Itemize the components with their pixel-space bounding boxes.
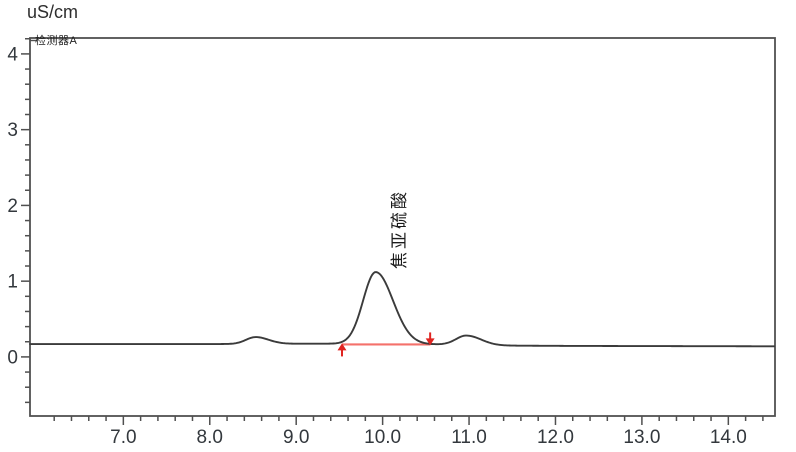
y-tick-label: 3 (7, 120, 18, 141)
x-tick-label: 9.0 (283, 427, 309, 448)
x-tick-label: 13.0 (623, 427, 660, 448)
peak-annotation-label: 焦亚硫酸 (389, 189, 409, 270)
integration-start-arrow-icon (337, 343, 347, 351)
integration-end-arrow-icon (425, 338, 435, 346)
y-tick-label: 4 (7, 44, 18, 65)
x-tick-label: 14.0 (710, 427, 747, 448)
y-tick-label: 1 (7, 272, 18, 293)
detector-label: 检测器A (35, 35, 78, 47)
x-tick-label: 10.0 (364, 427, 401, 448)
x-tick-label: 11.0 (451, 427, 487, 448)
y-tick-label: 0 (7, 347, 18, 368)
plot-border (29, 37, 776, 417)
x-tick-label: 12.0 (537, 427, 574, 448)
x-tick-label: 7.0 (110, 427, 136, 448)
signal-trace (29, 271, 776, 348)
y-tick-label: 2 (7, 196, 18, 217)
y-axis-unit-label: uS/cm (27, 2, 79, 22)
x-tick-label: 8.0 (197, 427, 223, 448)
